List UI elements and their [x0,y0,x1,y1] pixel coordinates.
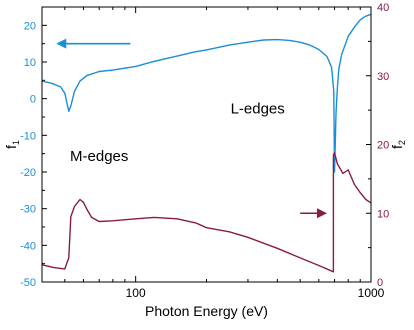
y-right-axis-title: f2 [389,140,407,149]
y-right-tick-label: 20 [377,140,389,152]
y-right-tick-label: 40 [377,2,389,14]
series-f2-line [41,152,372,273]
y-left-tick-label: 10 [24,57,36,69]
annotation-label: L-edges [231,100,285,117]
y-left-tick-label: 20 [24,20,36,32]
arrow-left-head [56,38,67,49]
y-right-axis-title-main: f [389,145,405,149]
annotation-layer: M-edges L-edges [56,38,327,219]
y-left-tick-label: 0 [30,94,36,106]
x-axis-title: Photon Energy (eV) [145,303,268,319]
y-right-tick-label: 0 [377,277,383,289]
y-left-tick-label: -50 [20,277,36,289]
y-right-axis-title-sub: 2 [397,140,407,145]
series-layer [41,13,372,273]
y-left-tick-label: -10 [20,130,36,142]
x-tick-label: 100 [126,286,146,300]
y-left-tick-label: -40 [20,240,36,252]
annotation-label: M-edges [70,148,128,165]
y-right-tick-label: 10 [377,208,389,220]
y-right-tick-label: 30 [377,71,389,83]
series-f1-line [41,13,372,173]
y-left-tick-label: -20 [20,167,36,179]
arrow-right-head [316,208,327,219]
plot-frame [41,6,372,283]
y-left-axis-title-main: f [3,145,19,149]
y-left-axis-title-sub: 1 [11,140,21,145]
x-tick-label: 1000 [358,286,385,300]
y-left-tick-label: -30 [20,204,36,216]
y-left-axis-title: f1 [3,140,21,149]
